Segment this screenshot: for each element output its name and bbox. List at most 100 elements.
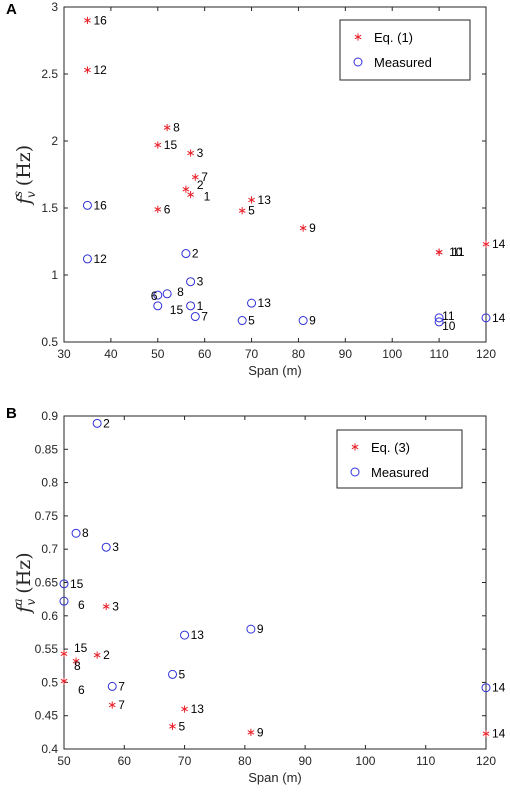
y-tick-label: 0.65 [35,576,59,590]
point-label: 7 [201,310,208,324]
measured-point [481,313,491,323]
measured-point [434,313,444,323]
x-tick-label: 60 [198,347,212,361]
point-label: 8 [173,121,180,135]
measured-point [186,277,196,287]
y-tick-label: 2.5 [41,67,58,81]
point-label: 2 [192,247,199,261]
legend-measured-marker [350,467,360,477]
measured-point [153,301,163,311]
point-label: 2 [103,648,110,662]
legend-entry-label: Measured [371,465,429,480]
legend: Eq. (1) Measured [339,19,471,81]
point-label: 7 [118,679,125,693]
x-tick-label: 120 [476,347,496,361]
point-label: 8 [82,526,89,540]
measured-point [246,624,256,634]
point-label: 11 [442,309,455,323]
legend-box [339,19,471,81]
y-tick-label: 1 [51,268,58,282]
legend-entry-label: Measured [374,55,432,70]
measured-point [181,249,191,259]
eq-point [187,191,194,199]
x-tick-label: 60 [118,754,132,768]
y-axis-label-symbol: f [13,603,35,615]
point-label: 15 [70,577,84,591]
x-tick-label: 90 [298,754,312,768]
panel-label: A [6,1,17,18]
eq-point [182,185,190,193]
measured-point [168,669,178,679]
point-label: 6 [78,683,85,697]
y-tick-label: 0.4 [41,742,58,756]
x-axis-label: Span (m) [248,770,301,785]
eq-point [60,650,68,658]
x-tick-label: 40 [104,347,118,361]
eq-point [72,657,80,665]
y-axis-label: fsv (Hz) [11,145,38,206]
eq-point [181,705,188,713]
measured-point [107,681,117,691]
point-label: 3 [112,540,119,554]
x-tick-label: 100 [355,754,375,768]
y-tick-label: 0.7 [41,542,58,556]
point-label: 2 [197,178,204,192]
point-label: 3 [197,146,204,160]
point-label: 3 [197,275,204,289]
point-label: 9 [309,314,316,328]
x-tick-label: 80 [292,347,306,361]
point-label: 3 [112,599,119,613]
y-axis-label-symbol: f [13,194,35,206]
eq-point [191,173,199,181]
eq-point [482,730,490,738]
eq-point [84,16,91,24]
y-axis-label: fav (Hz) [11,552,38,614]
measured-point [101,542,111,552]
y-tick-label: 3 [51,0,58,14]
point-label: 15 [164,138,178,152]
chart-panel-b: 50 60 70 80 90 100 110 120 0.4 0.45 0.5 0.55 0.6 0.65… [6,405,506,785]
x-tick-label: 70 [245,347,259,361]
point-label: 1 [197,299,204,313]
series-eq: 3 15 2 8 6 7 13 5 9 14 [60,599,506,741]
point-label: 15 [170,303,184,317]
point-label: 13 [258,296,272,310]
y-tick-label: 2 [51,134,58,148]
point-label: 2 [103,416,110,430]
eq-point [299,224,307,232]
panel-label: B [6,405,17,422]
x-tick-label: 80 [238,754,252,768]
eq-point [108,701,116,709]
point-label: 15 [74,641,88,655]
eq-point [238,207,246,215]
y-axis-label-subscript: v [24,598,38,605]
measured-point [92,418,102,428]
legend-measured-marker [353,57,363,67]
point-label: 14 [492,237,506,251]
point-label: 14 [492,681,506,695]
point-label: 11 [452,245,465,259]
legend-eq-marker [351,443,359,451]
y-tick-label: 0.45 [35,709,59,723]
point-label: 5 [248,204,255,218]
y-axis-label-subscript: v [24,191,38,198]
point-label: 9 [257,622,264,636]
point-label: 10 [449,245,463,259]
measured-point [190,312,200,322]
x-tick-label: 30 [57,347,71,361]
legend-eq-marker [354,33,362,41]
legend-entry-label: Eq. (3) [371,440,410,455]
y-tick-label: 0.8 [41,476,58,490]
x-tick-label: 50 [57,754,71,768]
eq-point [247,728,255,736]
eq-point [248,196,255,204]
x-tick-label: 70 [178,754,192,768]
y-tick-label: 0.5 [41,675,58,689]
legend-entry-label: Eq. (1) [374,30,413,45]
measured-point [481,683,491,693]
y-axis-label-superscript: s [11,191,25,197]
eq-point [154,141,162,149]
point-label: 5 [248,314,255,328]
measured-point [434,317,444,327]
